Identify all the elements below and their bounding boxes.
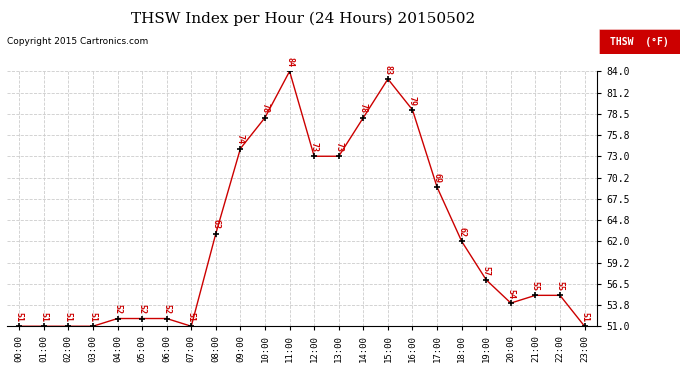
Text: Copyright 2015 Cartronics.com: Copyright 2015 Cartronics.com — [7, 38, 148, 46]
Text: 52: 52 — [162, 304, 171, 314]
Text: 69: 69 — [433, 173, 442, 183]
Text: 73: 73 — [310, 142, 319, 152]
Text: 78: 78 — [359, 104, 368, 114]
Text: 73: 73 — [334, 142, 343, 152]
Text: 51: 51 — [88, 312, 97, 322]
Text: 51: 51 — [14, 312, 23, 322]
Text: 78: 78 — [261, 104, 270, 114]
Text: 52: 52 — [137, 304, 146, 314]
Text: 54: 54 — [506, 289, 515, 299]
Text: THSW Index per Hour (24 Hours) 20150502: THSW Index per Hour (24 Hours) 20150502 — [132, 11, 475, 26]
Text: 63: 63 — [211, 219, 220, 230]
Text: 57: 57 — [482, 266, 491, 276]
Text: 62: 62 — [457, 227, 466, 237]
Text: 51: 51 — [64, 312, 73, 322]
Text: THSW  (°F): THSW (°F) — [610, 37, 669, 46]
Text: 74: 74 — [236, 134, 245, 144]
Text: 51: 51 — [580, 312, 589, 322]
Text: 83: 83 — [384, 65, 393, 75]
Text: 51: 51 — [187, 312, 196, 322]
Text: 84: 84 — [285, 57, 294, 67]
Text: 51: 51 — [39, 312, 48, 322]
Text: 52: 52 — [113, 304, 122, 314]
Text: 55: 55 — [531, 281, 540, 291]
Text: 55: 55 — [555, 281, 564, 291]
Text: 79: 79 — [408, 96, 417, 106]
